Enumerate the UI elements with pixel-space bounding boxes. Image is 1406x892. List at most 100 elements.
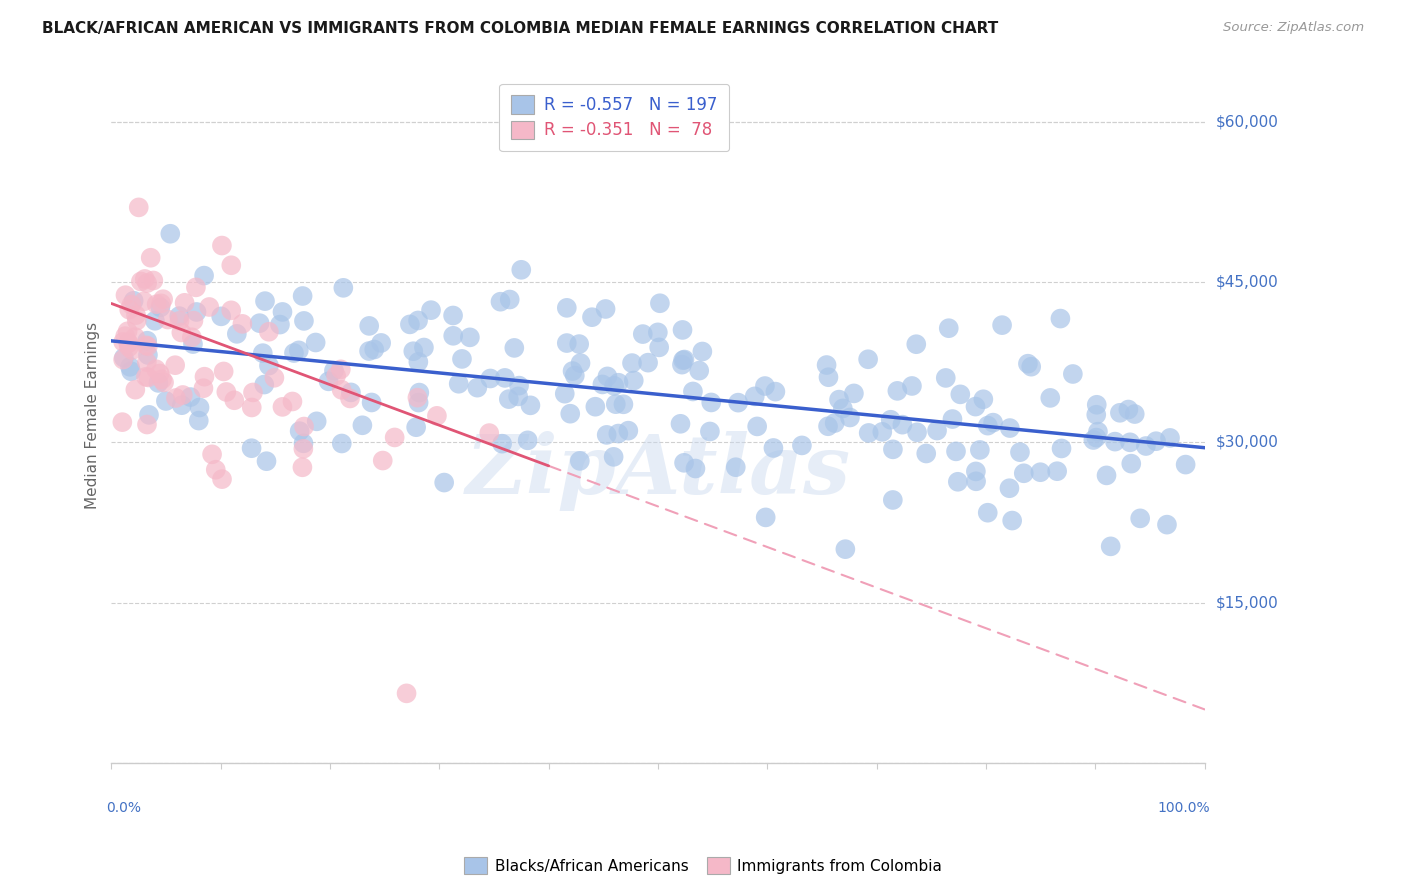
Point (1083, 433, 1105, 447)
Point (170, 398, 193, 412)
Point (135, 355, 157, 369)
Text: 100.0%: 100.0% (1157, 801, 1211, 815)
Point (938, 321, 960, 335)
Point (647, 326, 669, 340)
Point (1085, 398, 1108, 412)
Point (479, 371, 502, 385)
Point (617, 424, 640, 438)
Point (815, 358, 838, 372)
Point (420, 303, 443, 318)
Point (688, 364, 710, 378)
Legend: Blacks/African Americans, Immigrants from Colombia: Blacks/African Americans, Immigrants fro… (458, 851, 948, 880)
Point (1144, 434, 1167, 449)
Point (231, 317, 253, 331)
Point (252, 346, 274, 360)
Point (283, 346, 305, 360)
Point (120, 364, 142, 378)
Point (142, 273, 165, 287)
Point (1095, 468, 1118, 483)
Point (564, 368, 586, 383)
Point (124, 330, 146, 344)
Point (184, 280, 207, 294)
Point (839, 410, 862, 425)
Point (209, 310, 232, 324)
Point (165, 358, 187, 372)
Point (945, 444, 967, 458)
Point (114, 288, 136, 302)
Point (516, 434, 538, 448)
Point (159, 227, 181, 241)
Point (363, 343, 385, 357)
Point (699, 425, 721, 439)
Point (186, 305, 208, 319)
Point (603, 379, 626, 393)
Point (631, 327, 654, 342)
Point (111, 415, 134, 429)
Point (685, 461, 707, 475)
Point (371, 453, 394, 467)
Point (193, 268, 215, 283)
Point (117, 335, 139, 350)
Point (1123, 407, 1146, 421)
Point (406, 313, 429, 327)
Point (605, 397, 627, 411)
Point (763, 384, 786, 399)
Point (673, 456, 696, 470)
Point (384, 430, 406, 444)
Point (1029, 465, 1052, 479)
Point (117, 336, 139, 351)
Point (1017, 357, 1039, 371)
Point (118, 359, 141, 374)
Point (1104, 434, 1126, 449)
Text: $45,000: $45,000 (1216, 275, 1278, 290)
Point (405, 420, 427, 434)
Point (596, 369, 619, 384)
Point (215, 384, 238, 399)
Point (886, 384, 908, 398)
Point (118, 302, 141, 317)
Point (568, 337, 591, 351)
Point (882, 493, 904, 508)
Point (408, 385, 430, 400)
Point (193, 381, 215, 395)
Point (1119, 435, 1142, 450)
Point (136, 339, 159, 353)
Point (118, 340, 141, 354)
Point (211, 472, 233, 486)
Point (219, 303, 242, 318)
Point (969, 442, 991, 457)
Point (458, 330, 481, 344)
Point (441, 328, 464, 343)
Point (755, 510, 778, 524)
Point (648, 340, 671, 354)
Point (1012, 467, 1035, 481)
Point (998, 421, 1021, 435)
Point (1085, 431, 1108, 445)
Point (292, 314, 315, 328)
Point (433, 475, 456, 490)
Point (181, 337, 204, 351)
Point (762, 441, 785, 455)
Point (1129, 511, 1152, 525)
Point (291, 289, 314, 303)
Point (754, 379, 776, 393)
Point (498, 392, 520, 406)
Point (671, 323, 693, 337)
Point (1087, 425, 1109, 439)
Point (149, 301, 172, 315)
Point (292, 436, 315, 450)
Point (249, 316, 271, 330)
Point (395, 686, 418, 700)
Point (555, 301, 578, 315)
Point (499, 293, 522, 307)
Point (173, 295, 195, 310)
Point (447, 376, 470, 391)
Point (831, 401, 853, 416)
Point (673, 352, 696, 367)
Point (1156, 517, 1178, 532)
Point (352, 418, 374, 433)
Point (941, 412, 963, 426)
Point (1118, 402, 1140, 417)
Point (183, 313, 205, 327)
Point (478, 426, 501, 441)
